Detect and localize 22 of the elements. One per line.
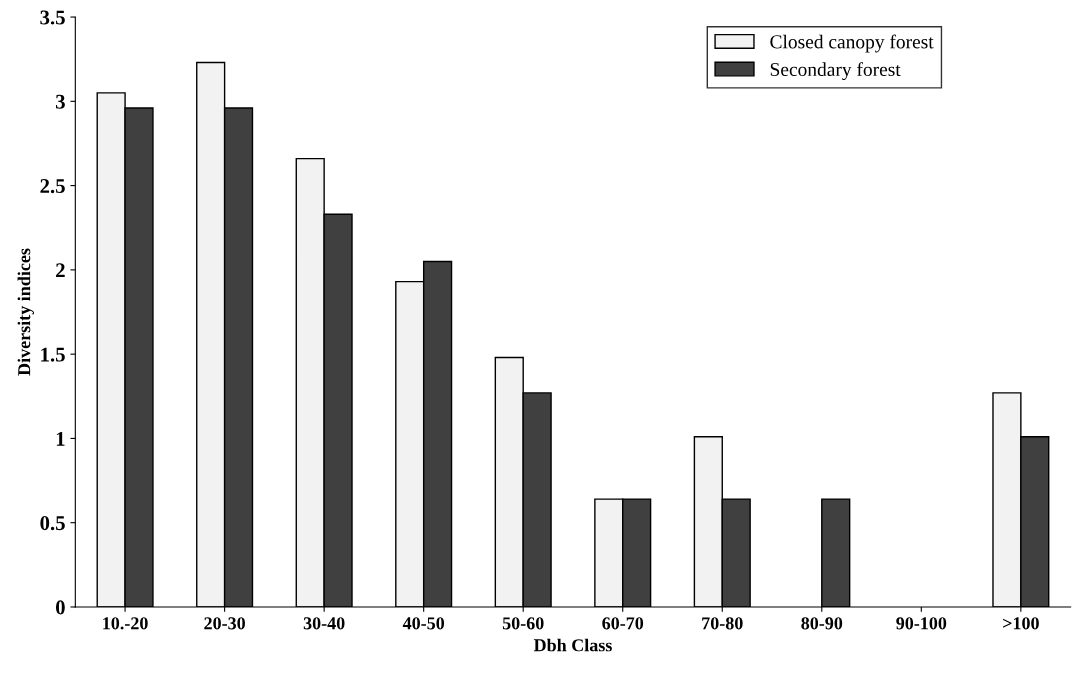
- x-tick-label: 90-100: [896, 617, 947, 630]
- x-tick-label: 40-50: [402, 617, 445, 630]
- y-tick-label: 0.5: [40, 516, 65, 531]
- y-axis-title: Diversity indices: [17, 248, 34, 376]
- x-tick-label: 10.-20: [103, 617, 148, 630]
- x-tick-label: 30-40: [303, 617, 345, 630]
- y-tick-label: 3: [55, 94, 65, 109]
- y-tick-label: 3.5: [40, 10, 65, 25]
- x-tick-label: 80-90: [801, 617, 843, 630]
- x-tick-label: 70-80: [702, 617, 743, 630]
- y-tick-label: 1.5: [41, 347, 65, 362]
- y-tick-label: 2: [56, 263, 65, 278]
- legend-label: Secondary forest: [770, 62, 901, 81]
- x-tick-label: 60-70: [602, 617, 644, 630]
- y-tick-label: 0: [55, 600, 65, 615]
- x-tick-label: 50-60: [502, 617, 544, 630]
- legend-label: Closed canopy forest: [770, 34, 934, 53]
- x-axis-title: Dbh Class: [533, 638, 612, 652]
- y-tick-label: 1: [56, 431, 65, 446]
- x-tick-label: 20-30: [204, 617, 245, 630]
- y-tick-label: 2.5: [40, 179, 65, 194]
- x-tick-label: >100: [1003, 617, 1039, 630]
